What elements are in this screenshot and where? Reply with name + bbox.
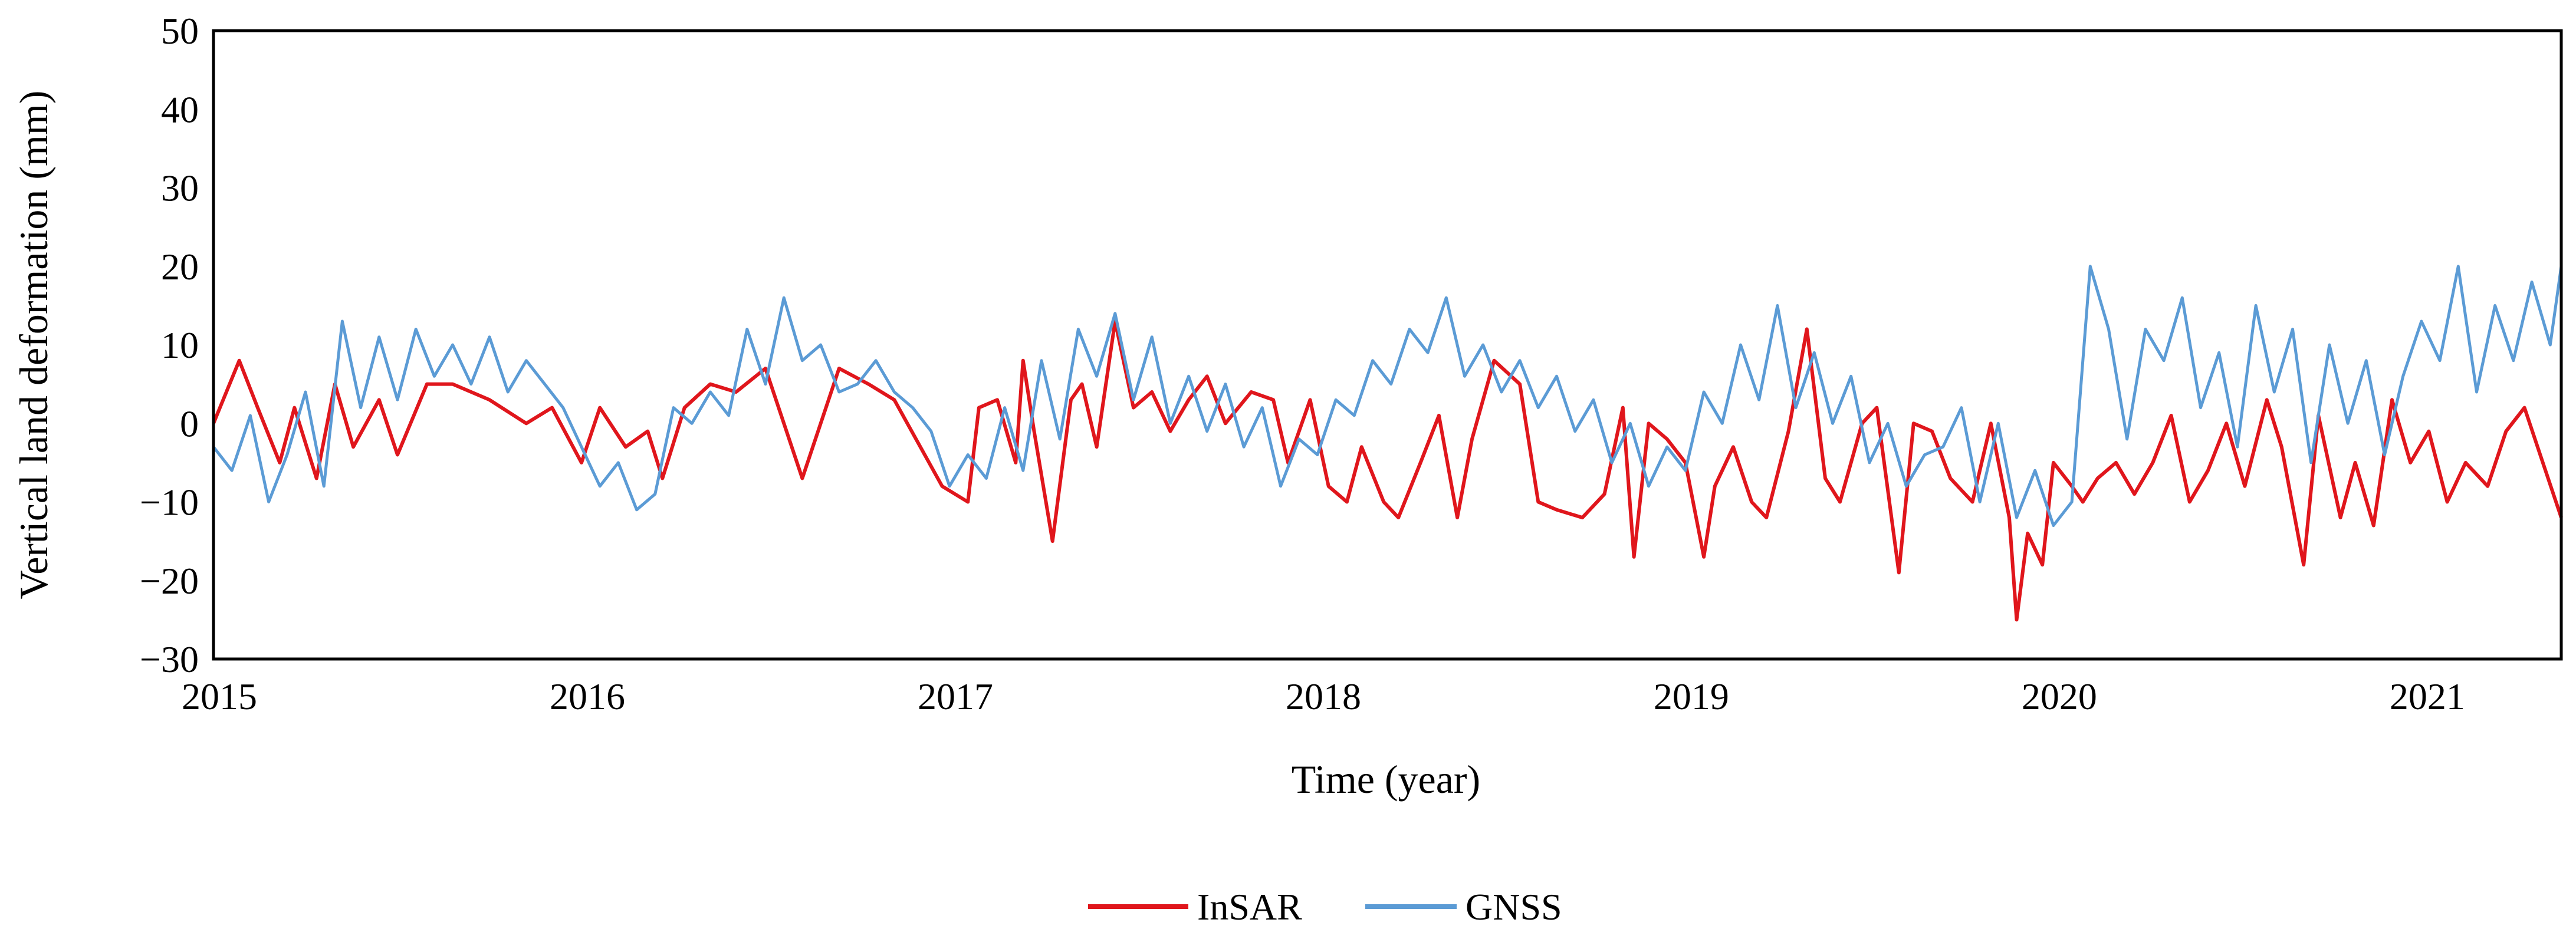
y-tick-label: −10 [140,482,199,523]
x-tick-label: 2021 [2390,676,2465,717]
legend: InSAR GNSS [1088,886,1562,928]
x-tick-label: 2020 [2022,676,2097,717]
y-tick-label: 0 [180,403,199,444]
x-tick-label: 2016 [550,676,625,717]
x-tick-label: 2017 [918,676,993,717]
series-line-gnss [212,265,2563,527]
legend-label-insar: InSAR [1197,886,1302,928]
y-tick-label: −30 [140,638,199,680]
x-tick-label: 2019 [1654,676,1729,717]
plot-area-frame [212,29,2563,661]
y-axis-ticks: −30 −20 −10 0 10 20 30 40 50 [140,10,199,680]
legend-label-gnss: GNSS [1466,886,1562,928]
y-tick-label: 20 [161,246,199,288]
y-axis-title: Vertical land deformation (mm) [11,91,56,599]
y-tick-label: 50 [161,10,199,52]
y-tick-label: 10 [161,324,199,366]
x-tick-label: 2018 [1286,676,1361,717]
y-tick-label: 30 [161,167,199,209]
x-axis-title: Time (year) [1292,757,1480,802]
series-layer [212,265,2563,622]
y-tick-label: −20 [140,560,199,602]
y-tick-label: 40 [161,88,199,130]
x-axis-ticks: 2015 2016 2017 2018 2019 2020 2021 [182,676,2465,717]
series-line-insar [212,319,2563,622]
x-tick-label: 2015 [182,676,257,717]
